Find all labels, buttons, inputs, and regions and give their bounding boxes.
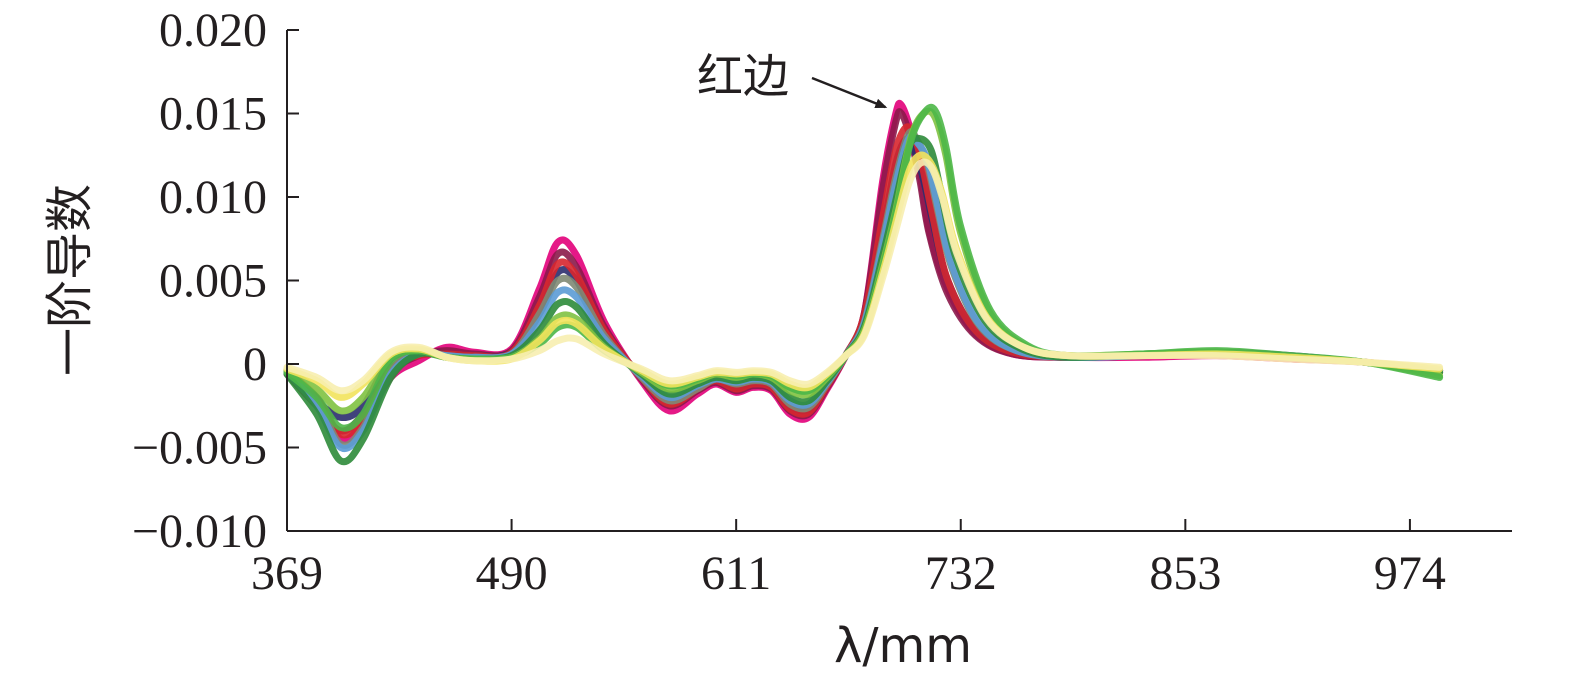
spectrum-line-8 bbox=[283, 107, 1444, 415]
annotation-layer: 红边 bbox=[697, 49, 888, 109]
x-tick-label: 369 bbox=[251, 547, 323, 600]
x-tick-label: 853 bbox=[1149, 547, 1221, 600]
x-tick-label: 732 bbox=[925, 547, 997, 600]
x-axis-title: λ/mm bbox=[834, 618, 972, 674]
y-tick-label: −0.005 bbox=[132, 422, 267, 475]
spectrum-line-5 bbox=[283, 128, 1444, 449]
spectrum-line-11 bbox=[283, 158, 1444, 395]
spectrum-line-6 bbox=[283, 132, 1444, 452]
y-tick-label: 0.005 bbox=[159, 255, 267, 308]
spectrum-line-9 bbox=[283, 103, 1444, 432]
series-layer bbox=[283, 99, 1444, 466]
x-tick-label: 490 bbox=[476, 547, 548, 600]
y-tick-label: 0.015 bbox=[159, 88, 267, 141]
y-tick-label: 0.010 bbox=[159, 171, 267, 224]
y-tick-label: 0.020 bbox=[159, 4, 267, 57]
y-tick-label: −0.010 bbox=[132, 505, 267, 558]
red-edge-arrow bbox=[811, 76, 888, 109]
y-tick-label: 0 bbox=[243, 338, 267, 391]
spectrum-line-2 bbox=[283, 108, 1444, 435]
y-axis-title: 一阶导数 bbox=[42, 184, 98, 376]
x-tick-label: 974 bbox=[1374, 547, 1446, 600]
spectrum-line-4 bbox=[283, 123, 1444, 439]
x-tick-label: 611 bbox=[701, 547, 771, 600]
spectrum-line-1 bbox=[283, 99, 1444, 444]
red-edge-label: 红边 bbox=[697, 49, 789, 103]
ticks-layer: 369 490 611 732 853 974 −0.010 −0.005 0 0.005 0.01… bbox=[132, 4, 1446, 600]
spectrum-line-3 bbox=[283, 135, 1444, 422]
